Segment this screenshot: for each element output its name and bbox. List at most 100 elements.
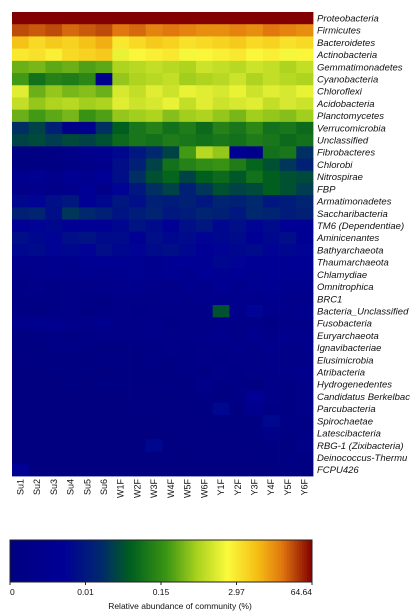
heatmap-cell <box>95 85 113 98</box>
heatmap-cell <box>229 366 247 379</box>
heatmap-cell <box>129 353 147 367</box>
column-label: W1F <box>116 479 126 499</box>
heatmap-cell <box>62 329 80 343</box>
row-label: Bacteroidetes <box>317 38 375 49</box>
colorbar-segment <box>25 540 29 582</box>
column-label: Su6 <box>99 479 109 495</box>
row-label: Omnitrophica <box>317 282 374 293</box>
heatmap-cell <box>212 378 230 391</box>
heatmap-cell <box>12 280 30 294</box>
colorbar-segment <box>183 540 187 582</box>
heatmap-cell <box>145 207 163 220</box>
heatmap-cell <box>12 244 30 257</box>
heatmap-cell <box>28 134 46 147</box>
heatmap-cell <box>145 317 163 330</box>
heatmap-cell <box>262 48 280 62</box>
heatmap-cell <box>95 73 113 86</box>
heatmap-cell <box>112 170 130 184</box>
column-label: W4F <box>166 479 176 499</box>
heatmap-cell <box>45 244 63 257</box>
heatmap-cells <box>12 12 314 477</box>
heatmap-cell <box>12 219 30 233</box>
heatmap-cell <box>179 182 197 196</box>
heatmap-cell <box>62 353 80 367</box>
heatmap-cell <box>112 378 130 391</box>
heatmap-cell <box>296 60 314 74</box>
heatmap-cell <box>246 244 264 257</box>
heatmap-cell <box>95 414 113 428</box>
heatmap-cell <box>62 280 80 294</box>
heatmap-cell <box>162 146 180 159</box>
heatmap-cell <box>45 280 63 294</box>
heatmap-cell <box>145 414 163 428</box>
colorbar-segment <box>181 540 185 582</box>
colorbar-segment <box>294 540 298 582</box>
row-label: Proteobacteria <box>317 13 379 24</box>
row-label: Aminicenantes <box>316 233 380 244</box>
heatmap-cell <box>95 463 113 477</box>
heatmap-cell <box>212 195 230 208</box>
colorbar-segment <box>77 540 81 582</box>
heatmap-cell <box>279 292 297 306</box>
row-label: Actinobacteria <box>316 50 377 61</box>
colorbar-segment <box>223 540 227 582</box>
heatmap-cell <box>12 48 30 62</box>
heatmap-cell <box>212 341 230 355</box>
heatmap-cell <box>129 36 147 50</box>
heatmap-cell <box>162 366 180 379</box>
heatmap-cell <box>78 463 97 477</box>
heatmap-cell <box>262 244 280 257</box>
heatmap-cell <box>12 256 30 269</box>
heatmap-cell <box>279 463 297 477</box>
heatmap-cell <box>145 182 163 196</box>
heatmap-cell <box>195 48 214 62</box>
colorbar-ticks: 0 0.01 0.15 2.97 64.64 <box>9 582 313 597</box>
heatmap-cell <box>296 244 314 257</box>
row-label: Unclassified <box>317 136 369 147</box>
heatmap-cell <box>195 463 214 477</box>
heatmap-cell <box>12 378 30 391</box>
colorbar-segment <box>133 540 137 582</box>
heatmap-cell <box>212 60 230 74</box>
heatmap-cell <box>145 73 163 86</box>
heatmap-cell <box>78 219 97 233</box>
heatmap-cell <box>12 85 30 98</box>
heatmap-cell <box>279 439 297 452</box>
heatmap-cell <box>62 195 80 208</box>
colorbar-segment <box>186 540 190 582</box>
row-label: Firmicutes <box>317 26 361 37</box>
colorbar-segment <box>309 540 313 582</box>
colorbar-segment <box>191 540 195 582</box>
heatmap-cell <box>296 414 314 428</box>
heatmap-cell <box>12 366 30 379</box>
heatmap-cell <box>179 219 197 233</box>
heatmap-cell <box>229 170 247 184</box>
colorbar-segment <box>249 540 252 582</box>
heatmap-cell <box>229 85 247 98</box>
heatmap-cell <box>78 317 97 330</box>
heatmap-cell <box>112 353 130 367</box>
heatmap-cell <box>145 244 163 257</box>
heatmap-cell <box>62 378 80 391</box>
heatmap-cell <box>229 353 247 367</box>
heatmap-cell <box>78 170 97 184</box>
heatmap-cell <box>246 97 264 111</box>
heatmap-cell <box>279 24 297 37</box>
heatmap-cell <box>78 121 97 135</box>
heatmap-cell <box>95 366 113 379</box>
heatmap-cell <box>279 317 297 330</box>
colorbar-segment <box>218 540 222 582</box>
heatmap-cell <box>212 463 230 477</box>
heatmap-cell <box>279 36 297 50</box>
heatmap-cell <box>279 85 297 98</box>
colorbar-segment <box>20 540 23 582</box>
colorbar-segment <box>42 540 46 582</box>
heatmap-cell <box>12 390 30 404</box>
row-label: Chlorobi <box>317 160 353 171</box>
heatmap-cell <box>28 60 46 74</box>
heatmap-cell <box>28 182 46 196</box>
heatmap-cell <box>246 121 264 135</box>
heatmap-cell <box>179 463 197 477</box>
heatmap-cell <box>28 207 46 220</box>
heatmap-cell <box>45 12 63 25</box>
